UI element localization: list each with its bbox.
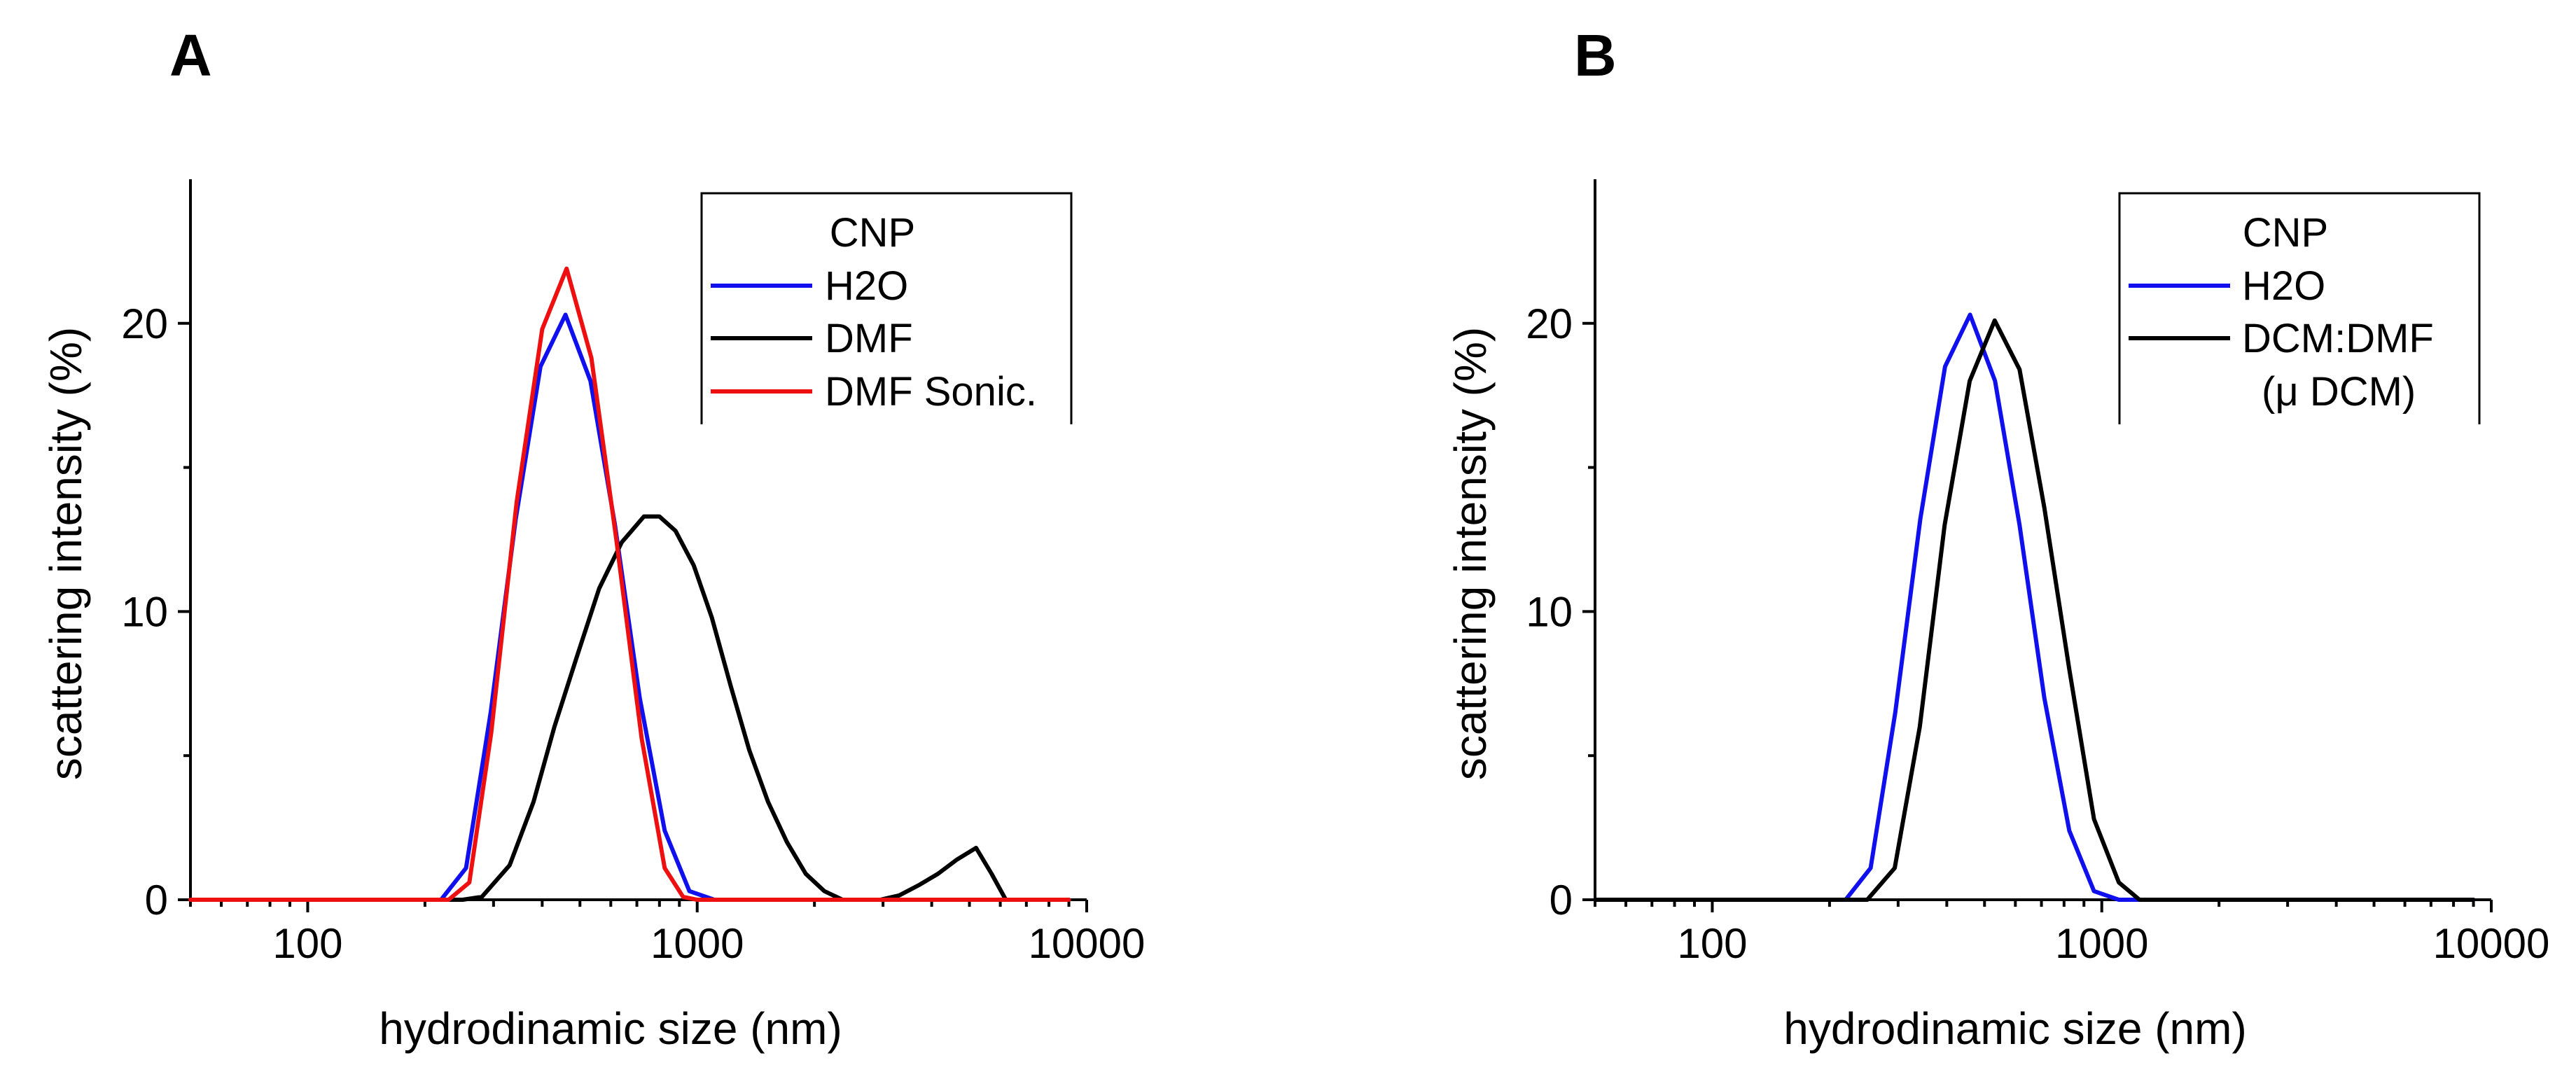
panel-b: B 0 10 20 100 1000 10000 hydrodinamic size (nm)… <box>1445 22 2549 1054</box>
x-tick-label: 1000 <box>2055 920 2148 967</box>
y-tick-label: 10 <box>121 588 168 635</box>
x-tick-label: 10000 <box>2433 920 2550 967</box>
panel-label: B <box>1574 22 1617 88</box>
legend-label: DCM:DMF <box>2242 316 2434 361</box>
panel-a: A 0 10 20 100 1000 10000 hydrodinamic size (nm)… <box>41 22 1145 1054</box>
y-axis-label: scattering intensity (%) <box>41 327 91 780</box>
legend-title: CNP <box>830 210 915 256</box>
series-line-1 <box>1593 318 2476 902</box>
x-tick-label: 10000 <box>1029 920 1146 967</box>
series-line-2 <box>188 266 1071 902</box>
legend-box <box>2118 192 2481 424</box>
legend-label: DMF Sonic. <box>825 369 1037 415</box>
y-tick-label: 0 <box>1550 877 1573 924</box>
legend-label-line2: (μ DCM) <box>2262 369 2416 415</box>
panel-label: A <box>169 22 212 88</box>
series-line-1 <box>188 514 1071 902</box>
x-axis-label: hydrodinamic size (nm) <box>379 1003 842 1054</box>
legend-title: CNP <box>2243 210 2328 256</box>
y-tick-label: 20 <box>1526 300 1573 347</box>
x-tick-label: 100 <box>1677 920 1747 967</box>
legend-label: DMF <box>825 316 913 361</box>
x-tick-label: 1000 <box>650 920 744 967</box>
legend-box <box>700 192 1073 424</box>
y-tick-label: 0 <box>145 877 168 924</box>
y-tick-label: 10 <box>1526 588 1573 635</box>
y-axis-label: scattering intensity (%) <box>1445 327 1496 780</box>
legend-label: H2O <box>2242 263 2325 309</box>
x-tick-label: 100 <box>272 920 342 967</box>
x-axis-label: hydrodinamic size (nm) <box>1783 1003 2247 1054</box>
legend-label: H2O <box>825 263 908 309</box>
y-tick-label: 20 <box>121 300 168 347</box>
